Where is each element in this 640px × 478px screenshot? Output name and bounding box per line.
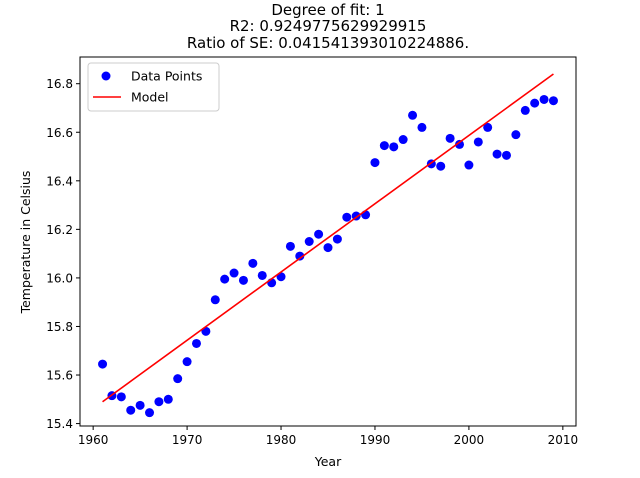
data-point	[464, 160, 474, 170]
x-tick-label: 1970	[172, 433, 203, 447]
data-point	[332, 234, 342, 244]
data-point	[126, 405, 136, 415]
x-tick-label: 2010	[548, 433, 579, 447]
data-point	[398, 135, 408, 145]
data-point	[135, 400, 145, 410]
data-point	[154, 397, 164, 407]
data-point	[342, 212, 352, 222]
data-point	[238, 275, 248, 285]
data-point	[323, 243, 333, 253]
data-point	[492, 149, 502, 159]
title-line-1: Degree of fit: 1	[271, 1, 384, 19]
data-point	[445, 133, 455, 143]
data-point	[285, 241, 295, 251]
data-point	[539, 94, 549, 104]
data-point	[408, 110, 418, 120]
data-point	[145, 408, 155, 418]
data-point	[379, 141, 389, 151]
x-axis-label: Year	[314, 454, 342, 469]
data-point	[182, 357, 192, 367]
data-point	[304, 237, 314, 246]
data-point	[98, 359, 108, 369]
x-tick-label: 1990	[360, 433, 391, 447]
y-tick-label: 16.8	[46, 77, 73, 91]
data-point	[389, 142, 399, 152]
y-tick-label: 16.0	[46, 271, 73, 285]
data-point	[548, 96, 558, 106]
data-point	[361, 210, 371, 220]
data-point	[520, 105, 530, 115]
data-point	[248, 258, 258, 268]
legend-label-model: Model	[131, 90, 169, 105]
data-point	[436, 161, 446, 171]
legend-label-data-points: Data Points	[131, 69, 202, 84]
data-point	[173, 374, 183, 384]
data-point	[370, 158, 380, 168]
data-point	[220, 274, 230, 284]
axes-frame	[79, 56, 577, 427]
title-line-2: R2: 0.9249775629929915	[230, 17, 427, 35]
y-axis-label: Temperature in Celsius	[18, 171, 33, 315]
plot-area	[98, 73, 558, 418]
data-point	[473, 137, 483, 147]
legend-box	[87, 62, 220, 112]
title-line-3: Ratio of SE: 0.041541393010224886.	[187, 34, 469, 52]
data-point	[163, 394, 173, 404]
data-point	[511, 130, 521, 140]
y-tick-label: 16.4	[46, 174, 73, 188]
y-tick-label: 15.4	[46, 417, 73, 431]
data-point	[229, 268, 239, 278]
data-point	[191, 338, 201, 348]
data-point	[116, 392, 126, 402]
data-point	[257, 270, 267, 280]
data-point	[314, 229, 324, 239]
model-line	[102, 73, 554, 403]
x-tick-label: 1980	[266, 433, 297, 447]
data-point	[501, 150, 511, 160]
x-tick-label: 1960	[78, 433, 109, 447]
y-tick-label: 16.2	[46, 223, 73, 237]
legend-marker-data-points	[101, 71, 111, 81]
y-tick-label: 15.6	[46, 369, 73, 383]
data-point	[295, 251, 305, 261]
y-tick-label: 16.6	[46, 126, 73, 140]
data-point	[210, 295, 220, 305]
x-axis: 1960 1970 1980 1990 2000 2010	[78, 426, 578, 447]
y-axis: 15.4 15.6 15.8 16.0 16.2 16.4 16.6 16.8	[46, 77, 80, 431]
legend: Data Points Model	[87, 62, 220, 112]
x-tick-label: 2000	[454, 433, 485, 447]
data-point	[530, 98, 540, 108]
y-tick-label: 15.8	[46, 320, 73, 334]
data-point	[455, 139, 465, 149]
chart-title: Degree of fit: 1 R2: 0.9249775629929915 …	[187, 1, 469, 52]
data-point	[483, 122, 493, 132]
data-point	[417, 122, 427, 132]
